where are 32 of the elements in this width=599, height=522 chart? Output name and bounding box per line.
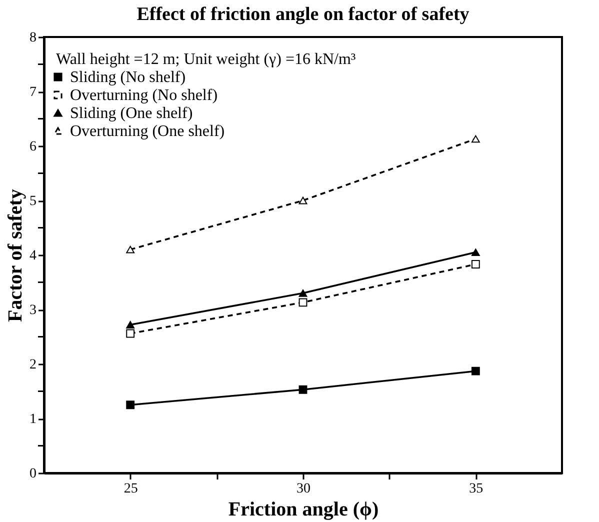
legend-label: Sliding (One shelf): [70, 105, 193, 122]
x-tick-label: 35: [469, 482, 484, 496]
y-tick-label: 2: [30, 358, 36, 372]
y-tick-label: 7: [30, 85, 36, 100]
x-tick-label: 25: [124, 482, 138, 496]
point: [298, 298, 308, 307]
x-tick-label: 30: [296, 482, 310, 496]
point: [471, 248, 480, 256]
y-tick-label: 1: [30, 412, 36, 427]
point: [298, 385, 308, 394]
annotation: Wall height =12 m; Unit weight (γ) =16 kN/m³: [56, 51, 356, 68]
point: [471, 135, 480, 143]
point: [298, 196, 308, 204]
point: [126, 400, 135, 410]
legend-label: Sliding (No shelf): [70, 69, 186, 86]
chart-title: Effect of friction angle on factor of safety: [136, 4, 470, 25]
point: [126, 246, 135, 254]
y-tick-label: 0: [30, 466, 36, 482]
legend-label: Overturning (No shelf): [70, 87, 218, 104]
point: [471, 260, 480, 268]
y-tick-label: 8: [30, 30, 36, 46]
point: [298, 289, 308, 297]
y-tick-label: 5: [30, 194, 36, 209]
y-tick-label: 3: [30, 303, 36, 318]
point: [126, 329, 135, 338]
y-axis-title: Factor of safety: [4, 189, 26, 322]
legend-label: Overturning (One shelf): [70, 123, 225, 140]
point: [471, 366, 480, 376]
y-tick-label: 4: [30, 248, 36, 264]
point: [126, 321, 135, 328]
y-tick-label: 6: [30, 140, 36, 154]
x-axis-title: Friction angle (ϕ): [228, 498, 379, 520]
